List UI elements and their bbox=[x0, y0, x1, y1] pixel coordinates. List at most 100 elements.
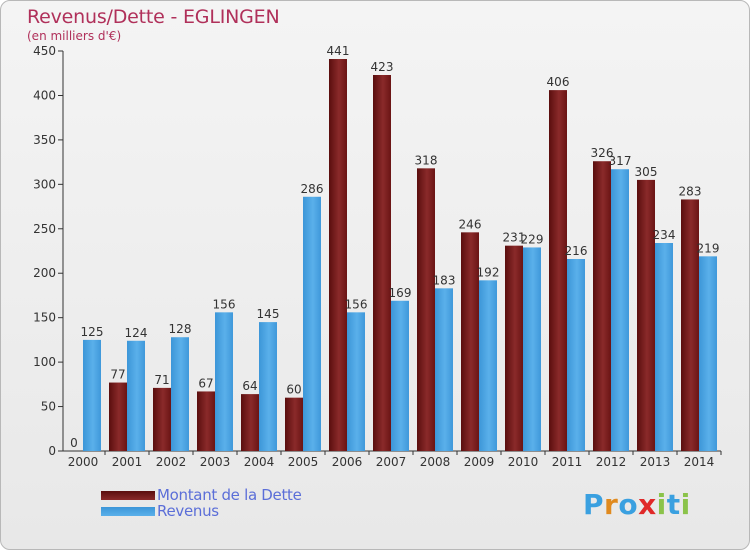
x-tick-label: 2005 bbox=[288, 455, 319, 469]
x-tick-label: 2000 bbox=[68, 455, 99, 469]
bar-revenue bbox=[171, 337, 189, 451]
bar-revenue bbox=[391, 300, 409, 451]
logo-letter: t bbox=[666, 488, 681, 521]
data-label-revenue: 156 bbox=[345, 297, 368, 311]
bar-revenue bbox=[435, 288, 453, 451]
y-tick-label: 100 bbox=[33, 355, 56, 369]
y-tick-label: 0 bbox=[48, 444, 56, 458]
data-label-revenue: 124 bbox=[125, 326, 148, 340]
y-tick-label: 350 bbox=[33, 133, 56, 147]
bar-debt bbox=[373, 75, 391, 451]
x-tick-label: 2003 bbox=[200, 455, 231, 469]
bar-revenue bbox=[611, 169, 629, 451]
logo-letter: P bbox=[583, 488, 605, 521]
data-label-debt: 231 bbox=[503, 231, 526, 245]
x-tick-label: 2012 bbox=[596, 455, 627, 469]
bar-debt bbox=[153, 387, 171, 451]
bar-debt bbox=[197, 391, 215, 451]
data-label-debt: 71 bbox=[154, 373, 169, 387]
legend-label-debt: Montant de la Dette bbox=[157, 486, 302, 504]
bar-revenue bbox=[523, 247, 541, 451]
data-label-revenue: 169 bbox=[389, 286, 412, 300]
data-label-debt: 0 bbox=[70, 436, 78, 450]
x-tick-label: 2013 bbox=[640, 455, 671, 469]
bar-revenue bbox=[347, 312, 365, 451]
logo-letter: o bbox=[618, 488, 639, 521]
chart-subtitle: (en milliers d'€) bbox=[27, 29, 122, 43]
bar-revenue bbox=[699, 256, 717, 451]
logo-letter: i bbox=[656, 488, 667, 521]
data-label-debt: 67 bbox=[198, 376, 213, 390]
data-label-debt: 423 bbox=[371, 60, 394, 74]
data-label-debt: 406 bbox=[547, 75, 570, 89]
bar-revenue bbox=[127, 340, 145, 451]
bar-debt bbox=[329, 59, 347, 451]
y-tick-label: 150 bbox=[33, 311, 56, 325]
data-label-revenue: 234 bbox=[653, 228, 676, 242]
y-tick-label: 450 bbox=[33, 44, 56, 58]
data-label-revenue: 229 bbox=[521, 232, 544, 246]
logo-letter: i bbox=[680, 488, 691, 521]
legend-label-revenue: Revenus bbox=[157, 502, 219, 520]
bar-revenue bbox=[259, 322, 277, 451]
bar-debt bbox=[241, 394, 259, 451]
data-label-debt: 77 bbox=[110, 368, 125, 382]
data-label-debt: 64 bbox=[242, 379, 257, 393]
data-label-revenue: 216 bbox=[565, 244, 588, 258]
bar-revenue bbox=[479, 280, 497, 451]
x-tick-label: 2002 bbox=[156, 455, 187, 469]
logo-letter: r bbox=[604, 488, 619, 521]
data-label-revenue: 128 bbox=[169, 322, 192, 336]
legend-swatch-debt bbox=[101, 490, 155, 500]
bar-revenue bbox=[215, 312, 233, 451]
data-label-debt: 246 bbox=[459, 217, 482, 231]
data-label-debt: 326 bbox=[591, 146, 614, 160]
data-label-revenue: 156 bbox=[213, 297, 236, 311]
data-label-debt: 60 bbox=[286, 383, 301, 397]
bar-debt bbox=[593, 161, 611, 451]
x-tick-label: 2009 bbox=[464, 455, 495, 469]
data-label-revenue: 192 bbox=[477, 265, 500, 279]
bar-debt bbox=[505, 245, 523, 451]
y-tick-label: 300 bbox=[33, 177, 56, 191]
proxiti-logo: Proxiti bbox=[583, 488, 691, 521]
x-tick-label: 2001 bbox=[112, 455, 143, 469]
data-label-debt: 318 bbox=[415, 153, 438, 167]
x-tick-label: 2011 bbox=[552, 455, 583, 469]
bar-debt bbox=[461, 232, 479, 451]
bar-debt bbox=[109, 382, 127, 451]
bar-debt bbox=[285, 397, 303, 451]
x-tick-label: 2008 bbox=[420, 455, 451, 469]
y-tick-label: 200 bbox=[33, 266, 56, 280]
legend-swatch-revenue bbox=[101, 506, 155, 516]
data-label-revenue: 145 bbox=[257, 307, 280, 321]
data-label-debt: 441 bbox=[327, 44, 350, 58]
data-label-debt: 305 bbox=[635, 165, 658, 179]
legend-item-revenue: Revenus bbox=[101, 502, 302, 520]
data-label-debt: 283 bbox=[679, 184, 702, 198]
bar-revenue bbox=[303, 196, 321, 451]
legend-item-debt: Montant de la Dette bbox=[101, 486, 302, 504]
x-tick-label: 2004 bbox=[244, 455, 275, 469]
data-label-revenue: 125 bbox=[81, 325, 104, 339]
bar-debt bbox=[637, 179, 655, 451]
data-label-revenue: 286 bbox=[301, 182, 324, 196]
bar-debt bbox=[549, 90, 567, 451]
x-tick-label: 2014 bbox=[684, 455, 715, 469]
x-tick-label: 2006 bbox=[332, 455, 363, 469]
data-label-revenue: 183 bbox=[433, 273, 456, 287]
chart-title: Revenus/Dette - EGLINGEN bbox=[27, 6, 280, 28]
bar-debt bbox=[417, 168, 435, 452]
logo-letter: x bbox=[638, 488, 657, 521]
legend: Montant de la Dette Revenus bbox=[101, 486, 302, 520]
bar-revenue bbox=[567, 259, 585, 451]
y-tick-label: 50 bbox=[41, 400, 56, 414]
y-tick-label: 250 bbox=[33, 222, 56, 236]
bar-debt bbox=[681, 199, 699, 451]
data-label-revenue: 317 bbox=[609, 154, 632, 168]
bar-revenue bbox=[655, 243, 673, 451]
bar-revenue bbox=[83, 339, 101, 451]
x-tick-label: 2010 bbox=[508, 455, 539, 469]
